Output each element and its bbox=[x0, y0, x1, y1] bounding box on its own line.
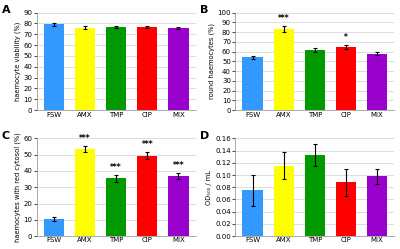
Y-axis label: haemocytes with red cytosol (%): haemocytes with red cytosol (%) bbox=[14, 132, 21, 242]
Bar bbox=[44, 219, 64, 236]
Bar bbox=[242, 58, 263, 110]
Y-axis label: OD₅₀₀ / mL: OD₅₀₀ / mL bbox=[206, 170, 212, 205]
Bar bbox=[137, 27, 158, 110]
Text: ***: *** bbox=[79, 134, 91, 143]
Bar bbox=[44, 24, 64, 110]
Bar bbox=[75, 149, 95, 236]
Bar bbox=[137, 156, 158, 236]
Text: A: A bbox=[2, 5, 10, 15]
Text: ***: *** bbox=[278, 14, 290, 23]
Text: C: C bbox=[2, 131, 10, 141]
Bar bbox=[305, 155, 325, 236]
Text: B: B bbox=[200, 5, 208, 15]
Bar bbox=[367, 176, 387, 236]
Bar bbox=[242, 190, 263, 236]
Bar bbox=[305, 50, 325, 110]
Y-axis label: round haemocytes (%): round haemocytes (%) bbox=[208, 23, 215, 99]
Text: ***: *** bbox=[142, 140, 153, 149]
Text: ***: *** bbox=[110, 163, 122, 172]
Bar bbox=[367, 54, 387, 110]
Bar bbox=[168, 176, 188, 236]
Bar bbox=[75, 28, 95, 110]
Bar bbox=[106, 27, 126, 110]
Bar bbox=[336, 182, 356, 236]
Text: *: * bbox=[344, 33, 348, 42]
Bar bbox=[274, 166, 294, 236]
Bar bbox=[336, 47, 356, 110]
Bar bbox=[274, 29, 294, 110]
Bar bbox=[106, 178, 126, 236]
Bar bbox=[168, 28, 188, 110]
Text: D: D bbox=[200, 131, 209, 141]
Text: ***: *** bbox=[173, 161, 184, 170]
Y-axis label: haemocyte viability (%): haemocyte viability (%) bbox=[14, 22, 21, 101]
